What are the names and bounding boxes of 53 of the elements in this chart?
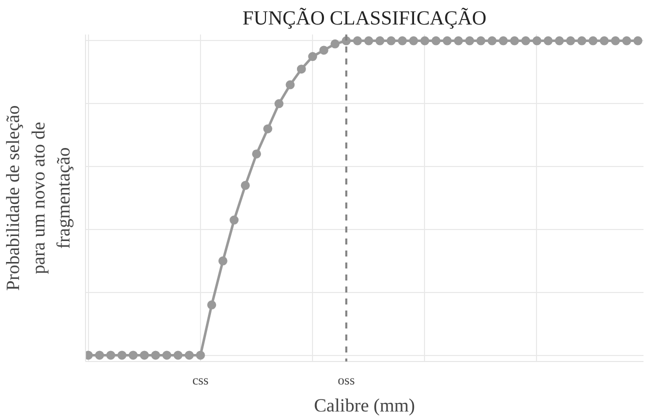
point (588, 36, 598, 46)
x-axis-title: Calibre (mm) (314, 396, 416, 416)
point (386, 36, 396, 46)
point (184, 350, 194, 360)
point (308, 52, 318, 61)
point (544, 36, 553, 46)
point (409, 36, 418, 46)
point (230, 216, 239, 224)
point (364, 36, 374, 46)
point (117, 350, 126, 360)
point (263, 124, 272, 134)
point (106, 350, 116, 360)
point (398, 36, 407, 46)
x-tick-label: oss (338, 372, 355, 388)
point (633, 36, 642, 46)
point (554, 36, 564, 46)
point (375, 36, 384, 46)
point (296, 64, 306, 74)
point (128, 350, 138, 360)
point (432, 36, 441, 46)
y-axis-title: Probabilidade de seleção para um novo ato de fragmentação (3, 105, 74, 291)
point (454, 36, 463, 46)
point (610, 36, 620, 46)
point (218, 256, 228, 266)
point (532, 36, 542, 46)
point (140, 350, 149, 360)
point (498, 36, 508, 46)
point (162, 350, 172, 360)
point (442, 36, 452, 46)
point (286, 80, 295, 90)
point (207, 300, 216, 310)
point (488, 36, 497, 46)
chart-title: FUNÇÃO CLASSIFICAÇÃO (242, 8, 486, 30)
point (577, 36, 586, 46)
point (521, 36, 530, 46)
point (600, 36, 609, 46)
point (622, 36, 632, 46)
point (319, 46, 328, 55)
point (510, 36, 520, 46)
point (465, 36, 474, 46)
point (252, 149, 262, 158)
point (151, 350, 160, 360)
point (274, 99, 284, 108)
point (420, 36, 430, 46)
point (566, 36, 576, 46)
point (196, 350, 205, 360)
x-tick-label: css (192, 372, 209, 388)
point (240, 180, 250, 190)
point (352, 36, 362, 46)
point (330, 39, 340, 48)
point (95, 350, 104, 360)
point (476, 36, 486, 46)
point (174, 350, 183, 360)
